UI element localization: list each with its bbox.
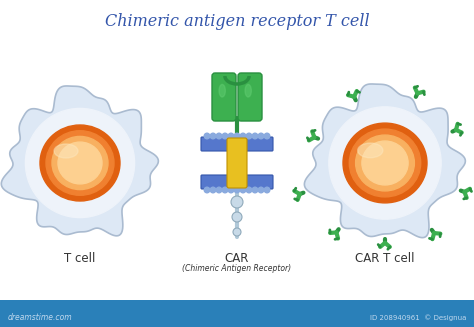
Circle shape: [210, 133, 216, 139]
Circle shape: [232, 212, 242, 222]
Circle shape: [228, 187, 234, 193]
FancyBboxPatch shape: [227, 138, 247, 188]
Circle shape: [246, 133, 252, 139]
Circle shape: [264, 133, 270, 139]
Circle shape: [26, 108, 135, 217]
Ellipse shape: [362, 141, 408, 185]
Ellipse shape: [349, 129, 421, 197]
Circle shape: [252, 187, 258, 193]
FancyBboxPatch shape: [201, 137, 273, 151]
FancyBboxPatch shape: [212, 73, 236, 121]
Text: CAR T cell: CAR T cell: [355, 252, 415, 265]
Ellipse shape: [58, 142, 102, 184]
Ellipse shape: [362, 142, 387, 158]
Circle shape: [216, 187, 222, 193]
Ellipse shape: [356, 135, 414, 191]
Polygon shape: [1, 86, 158, 236]
Circle shape: [329, 107, 441, 219]
Circle shape: [234, 187, 240, 193]
Ellipse shape: [52, 136, 108, 190]
Circle shape: [240, 187, 246, 193]
Ellipse shape: [40, 125, 120, 201]
FancyBboxPatch shape: [238, 73, 262, 121]
Circle shape: [233, 228, 241, 236]
Text: dreamstime.com: dreamstime.com: [8, 314, 73, 322]
Circle shape: [258, 133, 264, 139]
Polygon shape: [304, 84, 465, 238]
Circle shape: [228, 133, 234, 139]
Circle shape: [231, 196, 243, 208]
Circle shape: [258, 187, 264, 193]
Text: T cell: T cell: [64, 252, 96, 265]
Ellipse shape: [57, 143, 82, 158]
Circle shape: [252, 133, 258, 139]
Circle shape: [204, 187, 210, 193]
Circle shape: [204, 133, 210, 139]
Circle shape: [234, 133, 240, 139]
Ellipse shape: [54, 144, 78, 158]
FancyBboxPatch shape: [0, 300, 474, 327]
Text: Chimeric antigen receptor T cell: Chimeric antigen receptor T cell: [105, 13, 369, 30]
Circle shape: [264, 187, 270, 193]
Ellipse shape: [219, 84, 225, 97]
Circle shape: [210, 187, 216, 193]
Circle shape: [222, 133, 228, 139]
Circle shape: [240, 133, 246, 139]
Text: CAR: CAR: [225, 252, 249, 265]
Text: (Chimeric Antigen Receptor): (Chimeric Antigen Receptor): [182, 264, 292, 273]
Ellipse shape: [245, 84, 251, 97]
Circle shape: [222, 187, 228, 193]
Circle shape: [246, 187, 252, 193]
Circle shape: [216, 133, 222, 139]
Ellipse shape: [46, 131, 114, 195]
Text: ID 208940961  © Designua: ID 208940961 © Designua: [370, 315, 466, 321]
Ellipse shape: [343, 123, 427, 203]
FancyBboxPatch shape: [201, 175, 273, 189]
Ellipse shape: [358, 143, 383, 158]
